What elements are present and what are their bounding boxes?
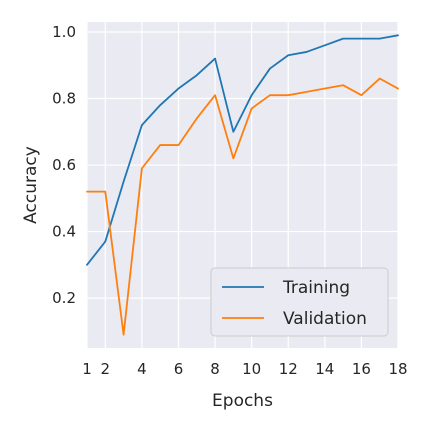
x-tick-label: 18 bbox=[388, 360, 407, 378]
y-tick-label: 0.6 bbox=[52, 156, 76, 174]
legend: Training Validation bbox=[210, 267, 389, 337]
x-tick-label: 6 bbox=[174, 360, 184, 378]
legend-label-training: Training bbox=[282, 278, 350, 298]
x-tick-label: 1 bbox=[82, 360, 92, 378]
legend-box bbox=[210, 267, 389, 337]
x-tick-label: 14 bbox=[315, 360, 334, 378]
x-tick-labels: 1 2 4 6 8 10 12 14 16 18 bbox=[82, 360, 407, 378]
x-tick-label: 12 bbox=[279, 360, 298, 378]
series-line-validation bbox=[86, 77, 399, 336]
x-tick-label: 8 bbox=[210, 360, 220, 378]
x-tick-label: 16 bbox=[352, 360, 371, 378]
x-axis-title: Epochs bbox=[212, 391, 273, 411]
y-tick-label: 0.2 bbox=[52, 289, 76, 307]
legend-label-validation: Validation bbox=[283, 309, 367, 329]
series-lines bbox=[86, 34, 399, 336]
y-tick-labels: 0.2 0.4 0.6 0.8 1.0 bbox=[52, 23, 76, 307]
y-tick-label: 0.8 bbox=[52, 90, 76, 108]
x-tick-label: 2 bbox=[101, 360, 111, 378]
y-axis-title: Accuracy bbox=[21, 146, 41, 224]
x-tick-label: 4 bbox=[137, 360, 147, 378]
x-tick-label: 10 bbox=[242, 360, 261, 378]
series-line-training bbox=[86, 34, 399, 266]
y-tick-label: 1.0 bbox=[52, 23, 76, 41]
y-tick-label: 0.4 bbox=[52, 223, 76, 241]
